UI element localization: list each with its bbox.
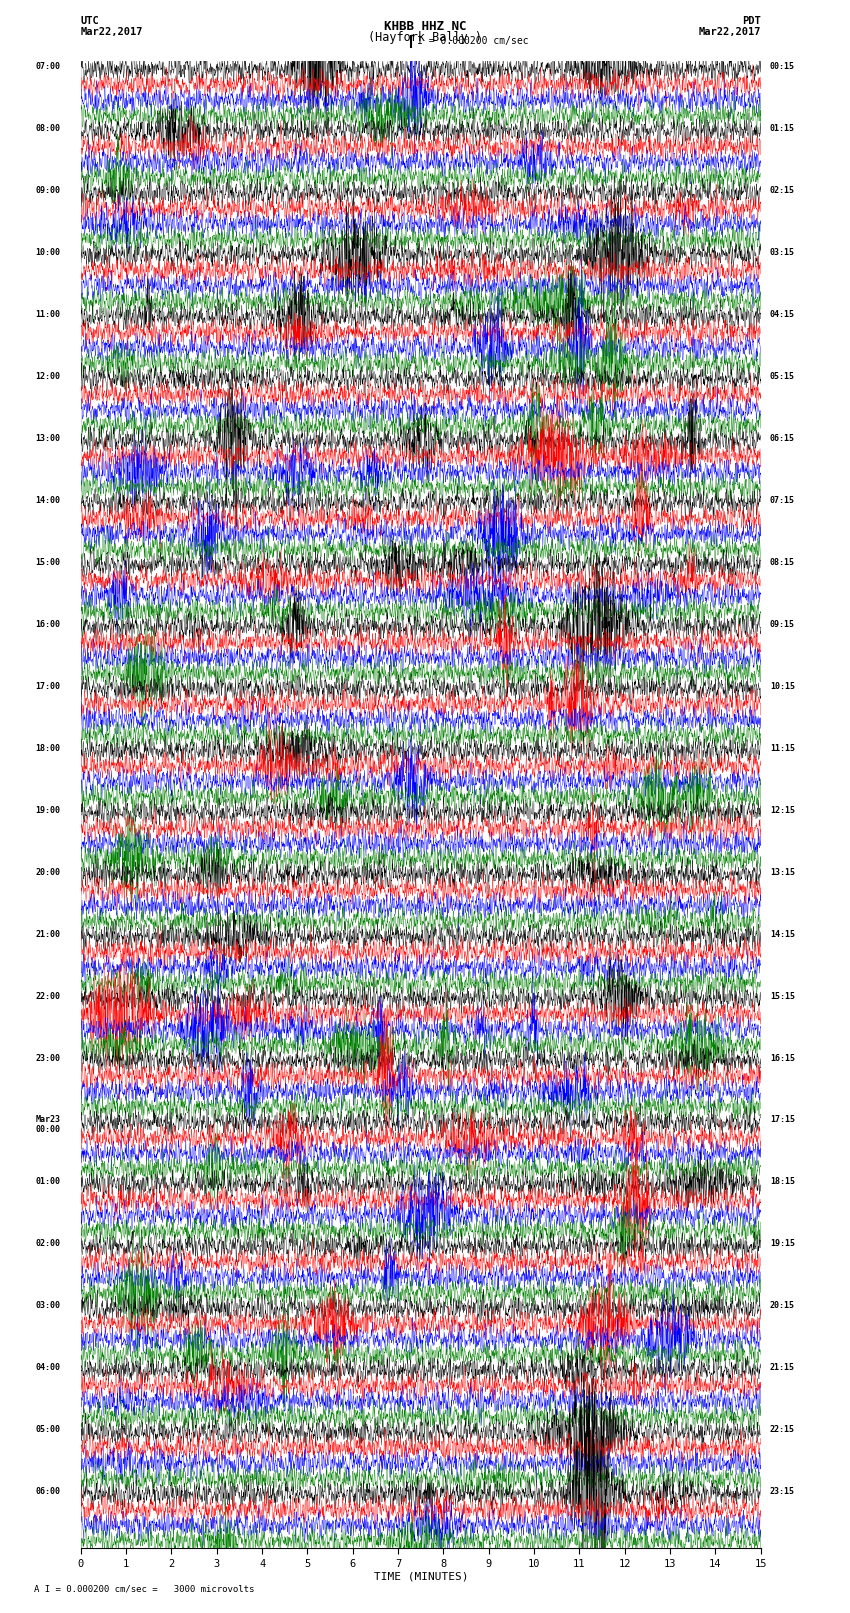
Text: 20:00: 20:00 [36,868,60,876]
Text: Mar22,2017: Mar22,2017 [81,27,144,37]
Text: 23:15: 23:15 [770,1487,795,1497]
Text: A I = 0.000200 cm/sec =   3000 microvolts: A I = 0.000200 cm/sec = 3000 microvolts [34,1584,254,1594]
Text: 17:15: 17:15 [770,1116,795,1124]
Text: 10:00: 10:00 [36,248,60,256]
Text: 16:00: 16:00 [36,619,60,629]
Text: 19:00: 19:00 [36,805,60,815]
Text: 09:15: 09:15 [770,619,795,629]
Text: 16:15: 16:15 [770,1053,795,1063]
Text: 21:00: 21:00 [36,929,60,939]
Text: 23:00: 23:00 [36,1053,60,1063]
Text: 01:15: 01:15 [770,124,795,132]
Text: 14:15: 14:15 [770,929,795,939]
Text: 07:15: 07:15 [770,495,795,505]
Text: 14:00: 14:00 [36,495,60,505]
Text: 11:00: 11:00 [36,310,60,319]
Text: 01:00: 01:00 [36,1177,60,1187]
Text: KHBB HHZ NC: KHBB HHZ NC [383,19,467,34]
Text: 05:00: 05:00 [36,1426,60,1434]
Text: 06:15: 06:15 [770,434,795,444]
Text: UTC: UTC [81,16,99,26]
Text: 09:00: 09:00 [36,185,60,195]
Text: 03:00: 03:00 [36,1302,60,1310]
Text: 06:00: 06:00 [36,1487,60,1497]
Text: 02:15: 02:15 [770,185,795,195]
Text: 07:00: 07:00 [36,61,60,71]
Text: 17:00: 17:00 [36,682,60,690]
Text: 08:15: 08:15 [770,558,795,566]
Text: 13:15: 13:15 [770,868,795,876]
Text: 22:15: 22:15 [770,1426,795,1434]
Text: 15:00: 15:00 [36,558,60,566]
Text: (Hayfork Bally ): (Hayfork Bally ) [368,31,482,44]
Text: Mar23
00:00: Mar23 00:00 [36,1116,60,1134]
Text: 18:00: 18:00 [36,744,60,753]
Text: 02:00: 02:00 [36,1239,60,1248]
Text: 10:15: 10:15 [770,682,795,690]
Text: 20:15: 20:15 [770,1302,795,1310]
Text: Mar22,2017: Mar22,2017 [698,27,761,37]
X-axis label: TIME (MINUTES): TIME (MINUTES) [373,1571,468,1582]
Text: 11:15: 11:15 [770,744,795,753]
Text: 15:15: 15:15 [770,992,795,1000]
Text: 00:15: 00:15 [770,61,795,71]
Text: 12:00: 12:00 [36,373,60,381]
Text: 03:15: 03:15 [770,248,795,256]
Text: 04:15: 04:15 [770,310,795,319]
Text: PDT: PDT [742,16,761,26]
Text: 18:15: 18:15 [770,1177,795,1187]
Text: I = 0.000200 cm/sec: I = 0.000200 cm/sec [417,35,529,47]
Text: 05:15: 05:15 [770,373,795,381]
Text: 08:00: 08:00 [36,124,60,132]
Text: 13:00: 13:00 [36,434,60,444]
Text: 19:15: 19:15 [770,1239,795,1248]
Text: 22:00: 22:00 [36,992,60,1000]
Text: 12:15: 12:15 [770,805,795,815]
Text: 21:15: 21:15 [770,1363,795,1373]
Text: 04:00: 04:00 [36,1363,60,1373]
